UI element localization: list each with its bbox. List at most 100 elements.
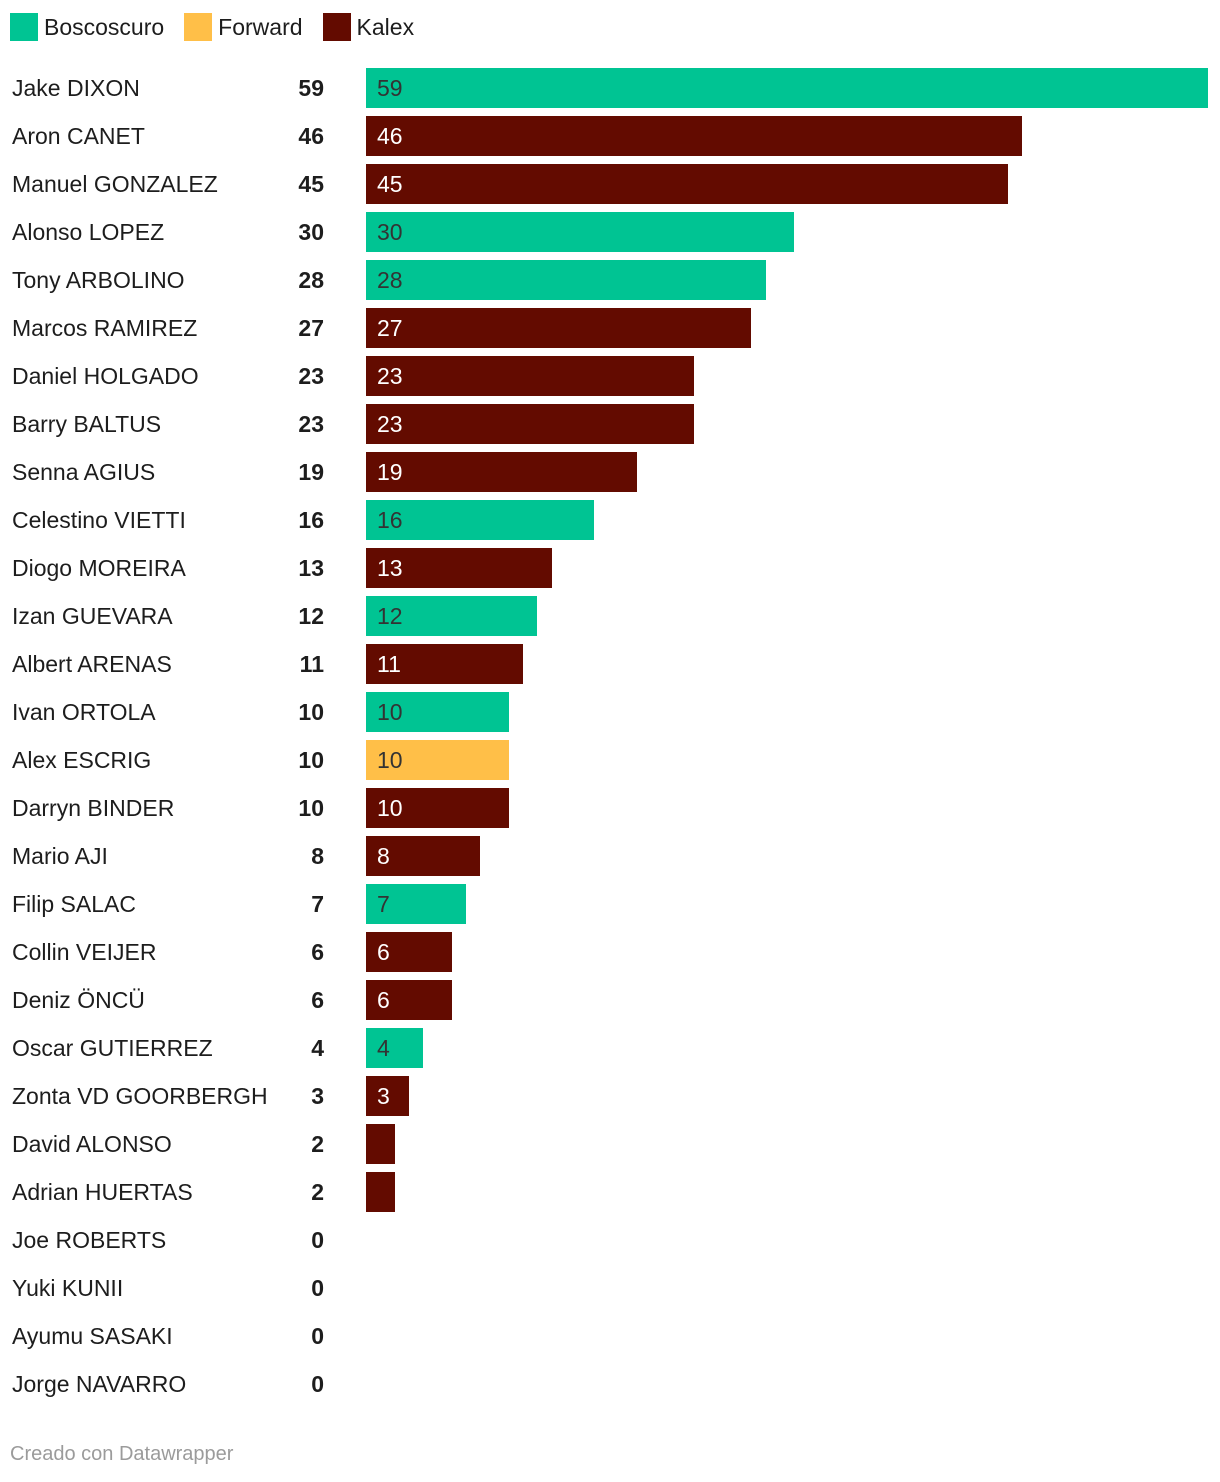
bar: 28 [366,260,766,300]
bar-data-label: 7 [377,891,390,917]
bar-data-label: 12 [377,603,403,629]
bar-data-label: 13 [377,555,403,581]
rider-name: Darryn BINDER [12,795,175,821]
table-row: David ALONSO 2 [0,1124,1220,1164]
legend-item-forward: Forward [184,13,303,41]
points-value: 8 [311,843,324,869]
rider-name: Alex ESCRIG [12,747,152,773]
bar [366,1124,395,1164]
points-value: 2 [311,1131,324,1157]
bar: 59 [366,68,1208,108]
points-value: 16 [298,507,324,533]
bar-data-label: 6 [377,939,390,965]
rider-name: Mario AJI [12,843,108,869]
points-value: 0 [311,1275,324,1301]
bar: 6 [366,980,452,1020]
rider-name: Adrian HUERTAS [12,1179,193,1205]
bar-data-label: 59 [377,75,403,101]
points-value: 2 [311,1179,324,1205]
rider-name: Marcos RAMIREZ [12,315,198,341]
rider-name: Aron CANET [12,123,145,149]
bar: 12 [366,596,537,636]
points-value: 3 [311,1083,324,1109]
table-row: Marcos RAMIREZ 27 27 [0,308,1220,348]
rider-name: Ivan ORTOLA [12,699,156,725]
rider-name: Deniz ÖNCÜ [12,987,145,1013]
bar: 10 [366,692,509,732]
bar: 27 [366,308,751,348]
bar-data-label: 4 [377,1035,390,1061]
bar-data-label: 28 [377,267,403,293]
points-value: 23 [298,411,324,437]
table-row: Izan GUEVARA 12 12 [0,596,1220,636]
table-row: Darryn BINDER 10 10 [0,788,1220,828]
bar-data-label: 6 [377,987,390,1013]
bar-data-label: 10 [377,699,403,725]
points-value: 12 [298,603,324,629]
rider-name: Jake DIXON [12,75,140,101]
points-value: 11 [299,651,324,677]
bar-data-label: 23 [377,411,403,437]
table-row: Ayumu SASAKI 0 [0,1316,1220,1356]
bar: 10 [366,740,509,780]
bar: 10 [366,788,509,828]
legend-item-kalex: Kalex [322,13,415,41]
bar-data-label: 46 [377,123,403,149]
rider-name: Oscar GUTIERREZ [12,1035,213,1061]
bar: 3 [366,1076,409,1116]
table-row: Collin VEIJER 6 6 [0,932,1220,972]
rider-name: Daniel HOLGADO [12,363,199,389]
table-row: Albert ARENAS 11 11 [0,644,1220,684]
table-row: Celestino VIETTI 16 16 [0,500,1220,540]
table-row: Senna AGIUS 19 19 [0,452,1220,492]
bar [366,1172,395,1212]
table-row: Tony ARBOLINO 28 28 [0,260,1220,300]
legend-swatch-boscoscuro [10,13,38,41]
table-row: Manuel GONZALEZ 45 45 [0,164,1220,204]
bar-data-label: 10 [377,747,403,773]
points-value: 59 [298,75,324,101]
legend: Boscoscuro Forward Kalex [10,10,434,44]
bar-data-label: 8 [377,843,390,869]
table-row: Diogo MOREIRA 13 13 [0,548,1220,588]
table-row: Alex ESCRIG 10 10 [0,740,1220,780]
table-row: Mario AJI 8 8 [0,836,1220,876]
bar: 8 [366,836,480,876]
legend-label-kalex: Kalex [356,13,415,40]
bar-data-label: 10 [377,795,403,821]
table-row: Alonso LOPEZ 30 30 [0,212,1220,252]
table-row: Oscar GUTIERREZ 4 4 [0,1028,1220,1068]
points-value: 27 [298,315,324,341]
legend-swatch-forward [184,13,213,41]
bar: 30 [366,212,794,252]
points-value: 10 [298,795,324,821]
bar-data-label: 30 [377,219,403,245]
datawrapper-credit: Creado con Datawrapper [10,1443,234,1465]
rider-name: Barry BALTUS [12,411,162,437]
bar-data-label: 19 [377,459,403,485]
rider-name: Diogo MOREIRA [12,555,186,581]
points-value: 30 [298,219,324,245]
bar-data-label: 23 [377,363,403,389]
rider-name: Senna AGIUS [12,459,156,485]
bar: 11 [366,644,523,684]
bar: 7 [366,884,466,924]
table-row: Deniz ÖNCÜ 6 6 [0,980,1220,1020]
points-value: 10 [298,747,324,773]
table-row: Jorge NAVARRO 0 [0,1364,1220,1404]
bar-data-label: 45 [377,171,403,197]
legend-label-forward: Forward [218,13,303,40]
table-row: Yuki KUNII 0 [0,1268,1220,1308]
rider-name: David ALONSO [12,1131,172,1157]
table-row: Filip SALAC 7 7 [0,884,1220,924]
rider-name: Manuel GONZALEZ [12,171,218,197]
legend-label-boscoscuro: Boscoscuro [44,13,165,40]
rider-name: Izan GUEVARA [12,603,173,629]
rider-name: Albert ARENAS [12,651,172,677]
bar: 16 [366,500,594,540]
table-row: Joe ROBERTS 0 [0,1220,1220,1260]
bar-data-label: 11 [377,651,401,677]
points-value: 0 [311,1227,324,1253]
table-row: Jake DIXON 59 59 [0,68,1220,108]
table-row: Ivan ORTOLA 10 10 [0,692,1220,732]
